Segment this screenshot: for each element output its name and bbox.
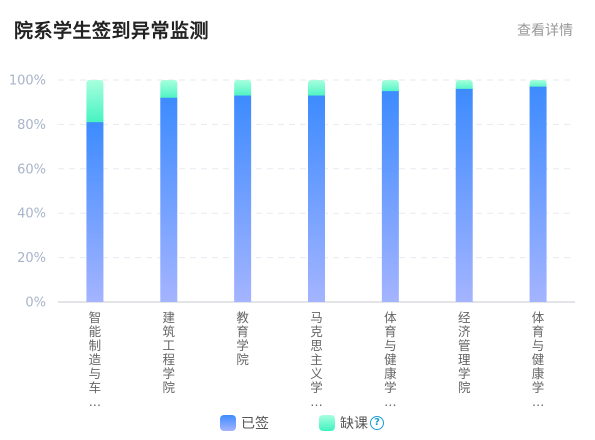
bar-signed[interactable] [455,88,473,302]
x-tick-label: 智能制造与车… [88,310,102,409]
question-circle-icon[interactable]: ? [370,416,384,430]
bar-signed[interactable] [160,97,178,302]
bar-absent[interactable] [234,80,252,99]
view-details-link[interactable]: 查看详情 [517,23,573,39]
x-tick-label: 马克思主义学… [310,310,323,409]
y-tick-label: 100% [9,74,46,89]
bar-signed[interactable] [308,95,325,302]
bar-signed[interactable] [381,91,399,302]
legend-swatch-signed [220,415,236,431]
x-tick-label: 建筑工程学院 [162,310,176,395]
bar-absent[interactable] [308,80,325,99]
y-tick-label: 0% [25,296,46,311]
y-tick-label: 20% [17,251,46,266]
legend-item-absent[interactable]: 缺课 ? [319,412,384,434]
bar-signed[interactable] [529,86,547,302]
legend-label-absent: 缺课 [340,416,368,432]
bar-signed[interactable] [86,122,104,303]
legend-item-signed[interactable]: 已签 [220,412,269,434]
x-tick-label: 经济管理学院 [457,310,471,395]
panel-header: 院系学生签到异常监测 查看详情 [0,0,595,60]
chart-legend: 已签 缺课 ? [0,412,595,436]
y-tick-label: 40% [17,207,46,222]
bar-absent[interactable] [160,80,178,101]
legend-label-signed: 已签 [241,416,269,432]
y-tick-label: 80% [17,118,46,133]
bar-signed[interactable] [234,95,252,302]
x-tick-label: 体育与健康学… [384,310,397,409]
x-tick-label: 体育与健康学… [531,310,545,409]
y-tick-label: 60% [17,162,46,177]
bar-absent[interactable] [381,80,399,95]
legend-swatch-absent [319,415,335,431]
bar-absent[interactable] [86,80,104,126]
x-tick-label: 教育学院 [236,310,249,367]
panel-title: 院系学生签到异常监测 [14,20,210,42]
stacked-bar-chart: 0% 20% 40% 60% 80% 100% [9,74,575,311]
